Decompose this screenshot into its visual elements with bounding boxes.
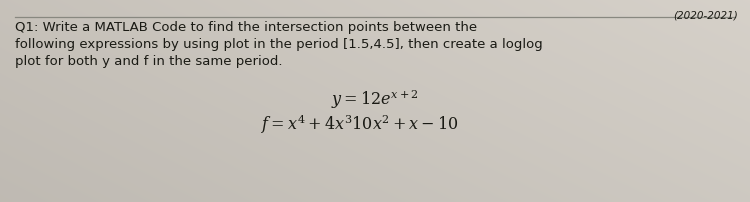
Text: $f = x^4 + 4x^3 10x^2 + x - 10$: $f = x^4 + 4x^3 10x^2 + x - 10$	[261, 113, 459, 136]
Text: plot for both y and f in the same period.: plot for both y and f in the same period…	[15, 55, 283, 68]
Text: Q1: Write a MATLAB Code to find the intersection points between the: Q1: Write a MATLAB Code to find the inte…	[15, 21, 477, 34]
Text: following expressions by using plot in the period [1.5,4.5], then create a loglo: following expressions by using plot in t…	[15, 38, 543, 51]
Text: (2020-2021): (2020-2021)	[674, 10, 738, 20]
Text: $y = 12e^{x+2}$: $y = 12e^{x+2}$	[332, 87, 419, 110]
